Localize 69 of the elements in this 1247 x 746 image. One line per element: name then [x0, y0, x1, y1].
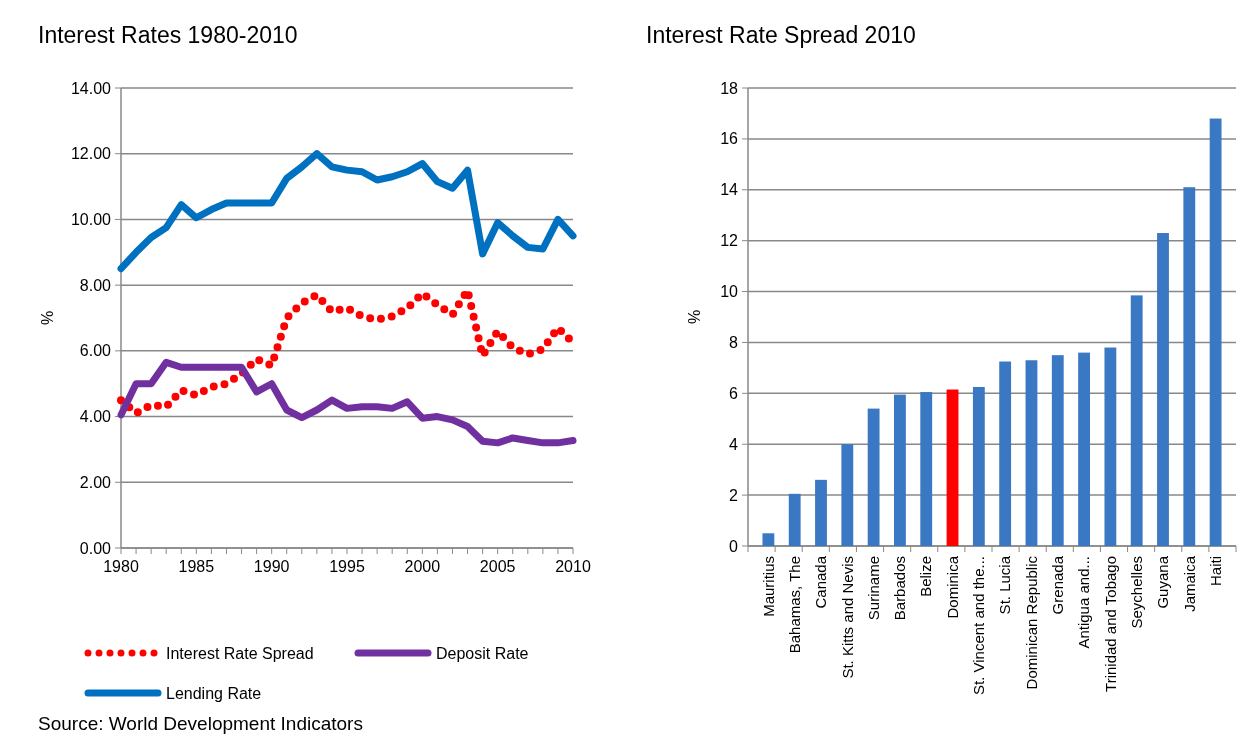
bar	[999, 361, 1012, 546]
y-tick-label: 18	[720, 79, 739, 97]
y-tick-label: 14	[720, 181, 739, 199]
y-tick-label: 0.00	[79, 539, 112, 557]
x-tick-label: 2010	[555, 558, 591, 575]
x-tick-label: Guyana	[1154, 555, 1172, 609]
x-tick-label: 1980	[103, 558, 139, 575]
chart-title: Interest Rates 1980-2010	[38, 22, 298, 48]
bar	[1157, 233, 1169, 546]
source-note: Source: World Development Indicators	[38, 713, 363, 734]
x-tick-label: Haiti	[1206, 556, 1224, 587]
legend-label: Deposit Rate	[436, 644, 529, 662]
y-tick-label: 8.00	[79, 276, 112, 294]
y-tick-label: 0	[729, 537, 739, 555]
x-tick-label: Jamaica	[1180, 555, 1198, 612]
bar	[894, 394, 906, 546]
y-tick-label: 6.00	[79, 342, 112, 360]
chart-title: Interest Rate Spread 2010	[646, 22, 916, 48]
x-tick-label: Trinidad and Tobago	[1101, 556, 1119, 692]
x-tick-label: Canada	[812, 555, 830, 609]
x-tick-label: St. Kitts and Nevis	[838, 556, 856, 679]
x-tick-label: Barbados	[891, 556, 909, 621]
x-tick-label: Mauritius	[759, 556, 777, 617]
bar	[788, 493, 801, 546]
bar	[1104, 347, 1117, 546]
bar	[762, 533, 775, 546]
y-tick-label: 2	[729, 486, 739, 504]
x-tick-label: Suriname	[864, 556, 882, 621]
x-tick-label: Dominica	[943, 555, 961, 619]
x-tick-label: Belize	[917, 556, 935, 597]
x-tick-label: St. Vincent and the...	[970, 556, 988, 695]
y-axis-title: %	[39, 310, 56, 326]
y-tick-label: 4.00	[79, 408, 112, 426]
y-tick-label: 8	[729, 334, 739, 352]
bar	[1078, 352, 1090, 546]
y-tick-label: 2.00	[79, 473, 112, 491]
y-tick-label: 12.00	[70, 145, 112, 163]
bar	[1025, 360, 1038, 546]
y-tick-label: 12	[720, 232, 739, 250]
x-tick-label: Dominican Republic	[1022, 555, 1040, 690]
x-tick-label: Bahamas, The	[785, 556, 803, 654]
bar	[1051, 355, 1064, 546]
y-tick-label: 6	[729, 384, 739, 402]
x-tick-label: 2000	[404, 558, 441, 575]
x-tick-label: Antigua and...	[1075, 556, 1093, 649]
bar	[867, 408, 880, 546]
bar	[1183, 187, 1196, 546]
x-tick-label: 2005	[479, 558, 516, 575]
bar	[815, 479, 827, 546]
y-tick-label: 10.00	[70, 211, 112, 229]
bar	[841, 444, 854, 546]
y-tick-label: 4	[729, 435, 739, 453]
x-tick-label: St. Lucia	[996, 555, 1014, 615]
bar	[972, 386, 985, 546]
legend-label: Lending Rate	[166, 684, 262, 702]
x-tick-label: Grenada	[1049, 555, 1067, 615]
legend-label: Interest Rate Spread	[166, 644, 314, 662]
bar	[946, 389, 959, 546]
x-tick-label: Seychelles	[1127, 556, 1145, 629]
x-tick-label: 1990	[253, 558, 290, 575]
bar	[1209, 118, 1222, 546]
bar	[1130, 295, 1143, 546]
y-tick-label: 16	[720, 130, 739, 148]
x-tick-label: 1995	[329, 558, 365, 575]
x-tick-label: 1985	[178, 558, 215, 575]
y-axis-title: %	[686, 309, 703, 325]
y-tick-label: 10	[720, 283, 739, 301]
bar	[920, 392, 933, 546]
y-tick-label: 14.00	[70, 79, 112, 97]
